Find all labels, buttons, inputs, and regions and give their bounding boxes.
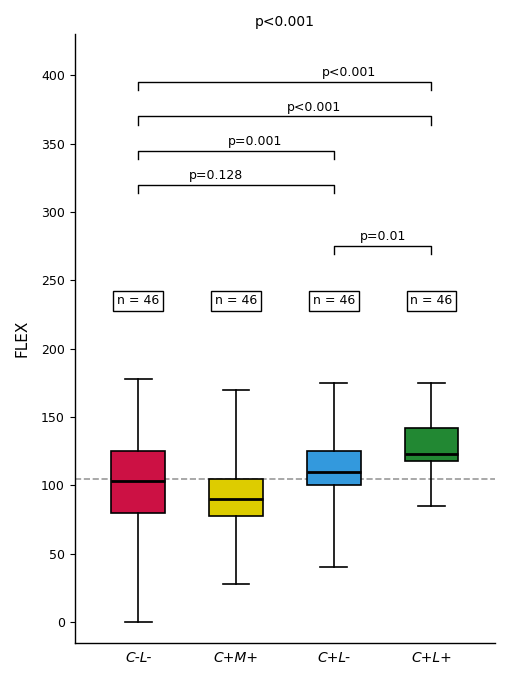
- Text: n = 46: n = 46: [312, 294, 354, 307]
- Text: p=0.001: p=0.001: [228, 135, 282, 148]
- Title: p<0.001: p<0.001: [254, 15, 314, 29]
- PathPatch shape: [306, 452, 360, 486]
- PathPatch shape: [209, 479, 262, 515]
- Text: p=0.01: p=0.01: [359, 231, 405, 243]
- Text: n = 46: n = 46: [214, 294, 257, 307]
- Text: p<0.001: p<0.001: [322, 67, 376, 80]
- PathPatch shape: [111, 452, 165, 513]
- Text: n = 46: n = 46: [117, 294, 159, 307]
- PathPatch shape: [404, 428, 458, 461]
- Text: p<0.001: p<0.001: [287, 101, 341, 114]
- Text: n = 46: n = 46: [410, 294, 451, 307]
- Y-axis label: FLEX: FLEX: [15, 320, 30, 357]
- Text: p=0.128: p=0.128: [189, 169, 243, 182]
